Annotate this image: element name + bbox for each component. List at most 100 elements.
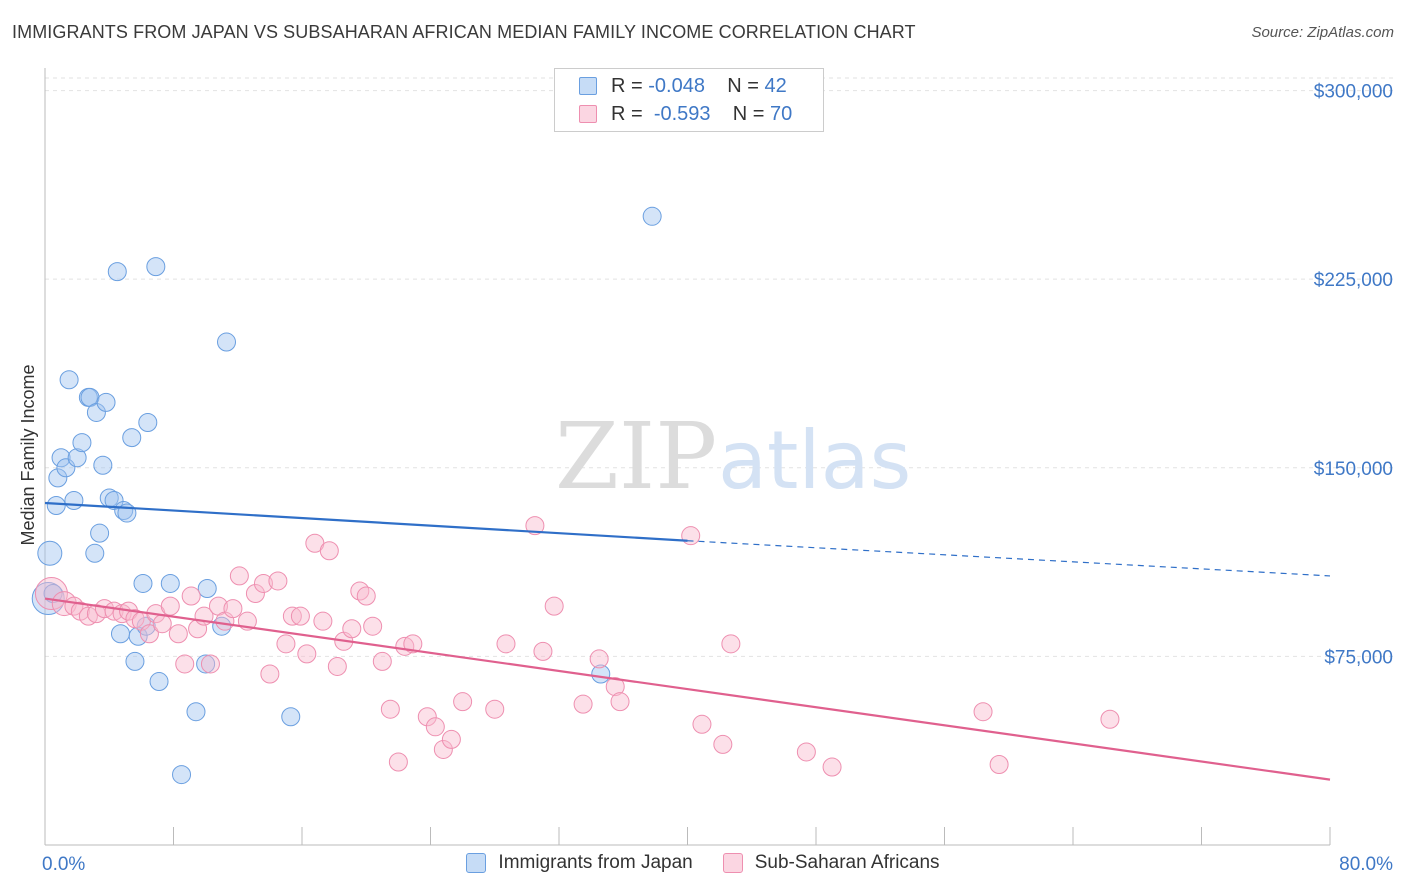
data-point [290,606,310,626]
data-point [67,448,87,468]
data-point [200,654,220,674]
data-point [86,402,106,422]
trend-line-japan [44,501,688,542]
data-point [78,606,98,626]
legend-r-label: R = [611,102,643,125]
data-point [186,702,206,722]
data-point [713,734,733,754]
data-point [525,516,545,536]
data-points [31,206,1120,785]
data-point [533,641,553,661]
data-point [260,664,280,684]
data-point [403,634,423,654]
series-label-africans: Sub-Saharan Africans [754,852,940,873]
trend-line-africans [44,597,1331,781]
data-point [46,496,66,516]
legend-row-japan: R = -0.048 N = 42 [579,73,787,99]
y-tick-labels: $75,000 $150,000 $225,000 $300,000 [1314,82,1393,669]
data-point [85,543,105,563]
data-point [342,619,362,639]
data-point [380,699,400,719]
data-point [822,757,842,777]
data-point [138,413,158,433]
data-point [253,573,273,593]
legend-r-value-japan: -0.048 [648,74,705,97]
data-point [692,714,712,734]
series-swatch-japan [466,853,487,873]
series-legend-japan[interactable]: Immigrants from Japan [466,852,693,874]
series-legend-africans[interactable]: Sub-Saharan Africans [722,852,940,874]
y-axis-label: Median Family Income [18,364,38,545]
data-point [282,606,302,626]
data-point [425,717,445,737]
data-point [496,634,516,654]
data-point [356,586,376,606]
legend-n-value-africans: 70 [770,102,793,125]
series-legend: Immigrants from Japan Sub-Saharan Africa… [0,852,1406,874]
data-point [90,523,110,543]
data-point [372,651,392,671]
axes [44,68,1331,846]
watermark-atlas: atlas [718,414,911,507]
data-point [110,624,130,644]
legend-swatch-japan [579,77,597,95]
x-tick-label: 0.0% [42,854,85,875]
data-point [388,752,408,772]
data-point [276,634,296,654]
legend-r-label: R = [611,74,643,97]
data-point [433,739,453,759]
data-point [139,624,159,644]
legend-n-value-japan: 42 [764,74,787,97]
data-point [573,694,593,714]
data-point [796,742,816,762]
data-point [64,490,84,510]
data-point [133,573,153,593]
y-tick-label: $150,000 [1314,459,1393,480]
data-point [721,634,741,654]
y-tick-label: $225,000 [1314,270,1393,291]
data-point [327,656,347,676]
data-point [245,584,265,604]
data-point [350,581,370,601]
data-point [319,541,339,561]
data-point [181,586,201,606]
data-point [72,433,92,453]
data-point [168,624,188,644]
data-point [313,611,333,631]
data-point [217,332,237,352]
data-point [229,566,249,586]
data-point [363,616,383,636]
x-tick-label: 80.0% [1339,854,1393,875]
source-label: Source: ZipAtlas.com [1251,24,1394,41]
data-point [417,707,437,727]
data-point [146,257,166,277]
data-point [172,765,192,785]
legend-n-label: N = [732,102,765,125]
data-point [175,654,195,674]
trend-lines [44,501,1331,781]
data-point [1100,709,1120,729]
data-point [485,699,505,719]
data-point [453,692,473,712]
data-point [122,428,142,448]
data-point [160,596,180,616]
data-point [149,672,169,692]
data-point [441,729,461,749]
series-swatch-africans [722,853,743,873]
data-point [610,692,630,712]
data-point [268,571,288,591]
data-point [681,526,701,546]
data-point [223,599,243,619]
gridlines [45,77,1393,657]
data-point [152,614,172,634]
data-point [196,654,216,674]
data-point [281,707,301,727]
data-point [973,702,993,722]
data-point [160,573,180,593]
data-point [197,578,217,598]
data-point [297,644,317,664]
data-point [114,501,134,521]
series-points-1 [34,516,1120,777]
data-point [544,596,564,616]
